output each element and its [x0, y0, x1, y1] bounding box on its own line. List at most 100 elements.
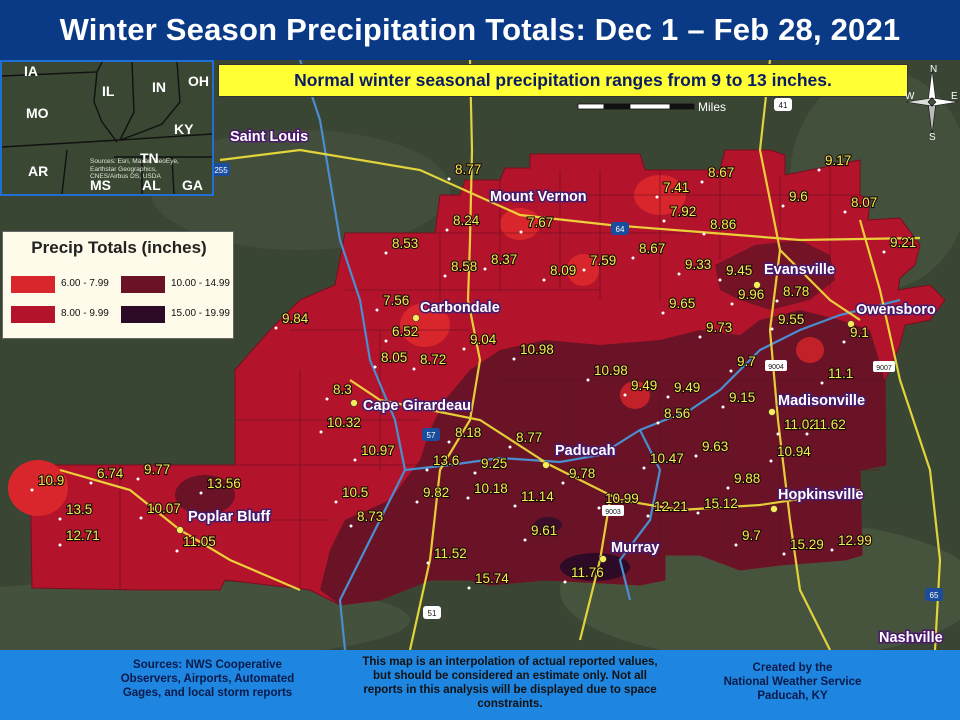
precip-value-label: 12.21 — [654, 499, 688, 514]
observation-point — [462, 347, 466, 351]
observation-point — [729, 369, 733, 373]
legend: Precip Totals (inches) 6.00 - 7.99 10.00… — [2, 231, 234, 339]
observation-point — [412, 367, 416, 371]
observation-point — [334, 500, 338, 504]
observation-point — [426, 561, 430, 565]
observation-point — [623, 393, 627, 397]
observation-point — [513, 504, 517, 508]
precip-value-label: 9.33 — [685, 257, 711, 272]
observation-point — [508, 445, 512, 449]
observation-point — [199, 491, 203, 495]
observation-point — [30, 488, 34, 492]
inset-label-ia: IA — [24, 63, 38, 79]
svg-text:9004: 9004 — [768, 364, 784, 371]
precip-value-label: 9.55 — [778, 312, 804, 327]
observation-point — [694, 454, 698, 458]
highway-shield-9003: 9003 — [602, 505, 624, 516]
precip-value-label: 11.14 — [521, 489, 554, 504]
footer-credit: Created by the National Weather Service … — [723, 662, 862, 702]
footer-disclaimer: This map is an interpolation of actual r… — [362, 656, 658, 710]
precip-value-label: 8.58 — [451, 259, 477, 274]
legend-swatch-15-20 — [121, 306, 165, 323]
precip-value-label: 10.94 — [777, 444, 811, 459]
observation-point — [775, 299, 779, 303]
precip-value-label: 10.99 — [605, 491, 639, 506]
observation-point — [447, 177, 451, 181]
city-marker — [753, 281, 761, 289]
precip-value-label: 10.97 — [361, 443, 395, 458]
precip-analysis-area — [8, 149, 946, 606]
observation-point — [781, 204, 785, 208]
observation-point — [655, 195, 659, 199]
precip-value-label: 9.61 — [531, 523, 557, 538]
city-marker — [599, 555, 607, 563]
precip-value-label: 8.56 — [664, 406, 690, 421]
observation-point — [843, 210, 847, 214]
precip-value-label: 9.82 — [423, 485, 449, 500]
precip-value-label: 8.67 — [708, 165, 734, 180]
svg-text:51: 51 — [428, 609, 437, 618]
observation-point — [734, 543, 738, 547]
precip-value-label: 8.24 — [453, 213, 480, 228]
precip-value-label: 7.56 — [383, 293, 409, 308]
precip-value-label: 10.32 — [327, 415, 361, 430]
highway-shield-51: 51 — [423, 606, 441, 619]
precip-region-10-15-north — [715, 240, 835, 310]
footer-sources: Sources: NWS Cooperative Observers, Airp… — [120, 659, 295, 699]
inset-label-ar: AR — [28, 163, 48, 179]
observation-point — [563, 580, 567, 584]
precip-value-label: 8.78 — [783, 284, 809, 299]
observation-labels: 8.77 7.41 8.67 9.17 9.6 8.07 8.24 7.67 7.92 8.86 8… — [30, 152, 917, 590]
precip-value-label: 8.18 — [455, 425, 481, 440]
city-marker — [542, 461, 550, 469]
footer: Sources: NWS Cooperative Observers, Airp… — [0, 650, 960, 720]
precip-value-label: 8.77 — [516, 430, 542, 445]
highway-shield-9004: 9004 — [765, 360, 787, 371]
precip-region-6-8-west — [8, 460, 68, 516]
title-bar: Winter Season Precipitation Totals: Dec … — [0, 0, 960, 60]
precip-value-label: 8.05 — [381, 350, 407, 365]
precip-region-6-8-paducah-east — [620, 381, 650, 409]
precip-region-10-15-bootheel — [175, 475, 235, 515]
precip-value-label: 13.6 — [433, 453, 459, 468]
precip-value-label: 9.49 — [674, 380, 700, 395]
precip-value-label: 10.98 — [520, 342, 554, 357]
precip-value-label: 11.52 — [434, 546, 467, 561]
svg-text:9007: 9007 — [876, 365, 892, 372]
city-label: Madisonville — [778, 393, 865, 409]
precip-value-label: 9.04 — [470, 332, 497, 347]
observation-point — [642, 466, 646, 470]
inset-label-oh: OH — [188, 73, 209, 89]
observation-point — [542, 278, 546, 282]
precip-value-label: 13.56 — [207, 476, 241, 491]
legend-label-10-15: 10.00 - 14.99 — [171, 278, 230, 289]
observation-point — [702, 232, 706, 236]
precip-value-label: 8.72 — [420, 352, 446, 367]
precip-value-label: 9.7 — [742, 528, 761, 543]
precip-value-label: 9.49 — [631, 378, 657, 393]
north-arrow-compass: N S E W — [905, 64, 959, 140]
city-label: Paducah — [555, 443, 615, 459]
svg-text:255: 255 — [214, 166, 228, 175]
observation-point — [586, 378, 590, 382]
precip-value-label: 12.71 — [66, 528, 100, 543]
precip-value-label: 9.21 — [890, 235, 916, 250]
rivers — [298, 60, 901, 650]
highway-shield-255: 255 — [212, 163, 230, 176]
observation-point — [662, 219, 666, 223]
observation-point — [445, 228, 449, 232]
inset-label-tn: TN — [140, 150, 159, 166]
compass-n: N — [930, 64, 937, 75]
map-title: Winter Season Precipitation Totals: Dec … — [59, 12, 901, 47]
observation-point — [319, 430, 323, 434]
precip-value-label: 8.09 — [550, 263, 576, 278]
precip-region-15-20-murray-b — [534, 517, 562, 533]
city-marker — [768, 408, 776, 416]
highways — [59, 60, 942, 650]
precip-value-label: 9.45 — [726, 263, 752, 278]
observation-point — [769, 459, 773, 463]
precip-value-label: 7.41 — [663, 180, 689, 195]
observation-point — [782, 552, 786, 556]
precip-value-label: 8.73 — [357, 509, 383, 524]
compass-s: S — [929, 132, 936, 140]
